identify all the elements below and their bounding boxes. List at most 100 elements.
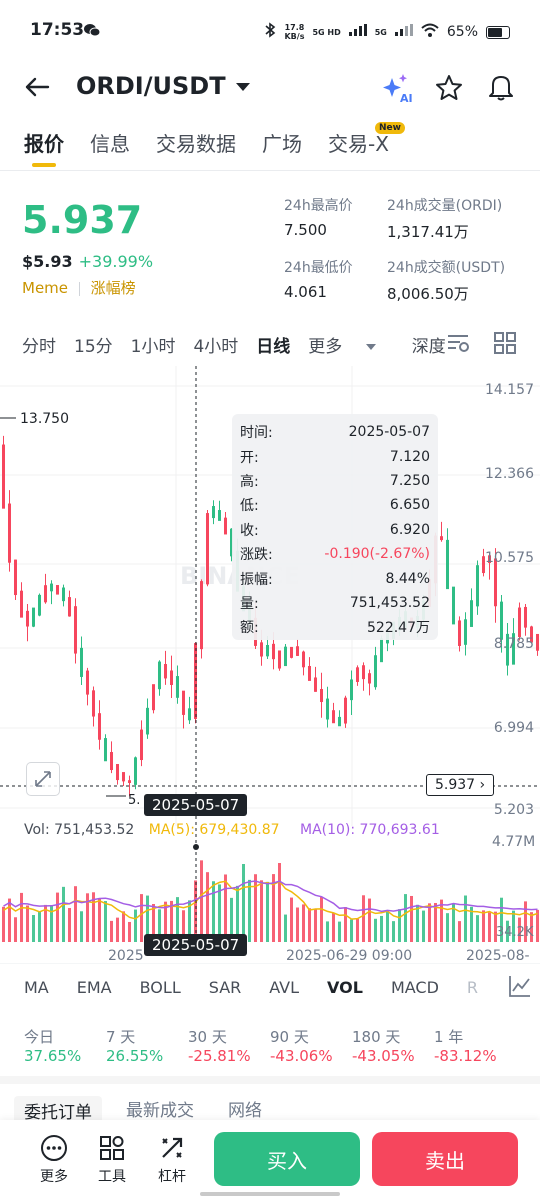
tooltip-amplitude: 振幅: 8.44% (240, 570, 430, 588)
y-tick-label: 12.366 (485, 466, 534, 482)
performance-row: 今日 37.65% 7 天 26.55% 30 天 -25.81% 90 天 -43.0… (24, 1026, 516, 1065)
volume-bar (350, 919, 353, 942)
battery-icon (486, 25, 510, 39)
interval-1h[interactable]: 1小时 (130, 337, 176, 357)
volume-bar (164, 901, 167, 942)
volume-bar (380, 915, 383, 942)
indicator-macd[interactable]: MACD (390, 978, 439, 997)
interval-4h[interactable]: 4小时 (193, 337, 239, 357)
grid-layout-icon[interactable] (494, 332, 516, 358)
interval-1d[interactable]: 日线 (256, 337, 291, 357)
current-price-tag[interactable]: 5.937 › (426, 774, 495, 796)
tag-meme[interactable]: Meme (22, 279, 69, 297)
tag-row: Meme 涨幅榜 (22, 277, 136, 298)
tab-info[interactable]: 信息 (90, 132, 130, 156)
x-label-1: 2025 (108, 948, 144, 964)
candle-body (200, 581, 203, 650)
indicator-chart-icon[interactable] (504, 974, 532, 1002)
interval-selector: 分时 15分 1小时 4小时 日线 更多 深度 (22, 332, 464, 357)
tab-quote[interactable]: 报价 (24, 128, 64, 167)
tools-button[interactable]: 工具 (92, 1134, 132, 1186)
candle-body (512, 633, 515, 665)
tab-trade-x[interactable]: 交易-X New (328, 122, 405, 157)
candle-body (116, 764, 119, 781)
indicator-rsi[interactable]: R (466, 978, 479, 997)
candle-body (344, 697, 347, 724)
leverage-button[interactable]: 杠杆 (152, 1134, 192, 1186)
tab-square[interactable]: 广场 (262, 132, 302, 156)
volume-bar (374, 918, 377, 942)
buy-button[interactable]: 买入 (214, 1132, 360, 1186)
volume-bar (326, 921, 329, 942)
tools-icon (100, 1136, 124, 1160)
ai-label: AI (400, 92, 413, 104)
indicator-boll[interactable]: BOLL (139, 978, 181, 997)
indicator-ema[interactable]: EMA (76, 978, 112, 997)
volume-bar (458, 921, 461, 942)
interval-more[interactable]: 更多 (308, 332, 393, 357)
volume-bar (104, 901, 107, 942)
volume-bar (464, 895, 467, 942)
volume-bar (68, 908, 71, 942)
perf-90d: 90 天 -43.06% (270, 1028, 333, 1065)
star-icon[interactable] (435, 74, 463, 106)
signal-2: 5G (374, 27, 387, 37)
bell-icon[interactable] (487, 72, 515, 106)
indicator-ma[interactable]: MA (24, 978, 49, 997)
back-arrow-icon[interactable] (24, 74, 50, 104)
candle-body (44, 585, 47, 603)
volume-bar (74, 886, 77, 942)
new-badge: New (374, 122, 405, 134)
tab-network[interactable]: 网络 (228, 1101, 262, 1121)
volume-bar (392, 921, 395, 942)
volume-bar (32, 915, 35, 942)
crosshair-dot (193, 844, 199, 850)
volume-bar (362, 895, 365, 942)
more-button[interactable]: 更多 (34, 1134, 74, 1186)
sell-button[interactable]: 卖出 (372, 1132, 518, 1186)
volume-bar (116, 917, 119, 942)
interval-time[interactable]: 分时 (22, 337, 56, 357)
volume-bar (440, 899, 443, 942)
candle-body (476, 565, 479, 607)
candle-body (488, 555, 491, 564)
candle-body (92, 690, 95, 717)
candle-body (458, 620, 461, 646)
interval-15m[interactable]: 15分 (74, 337, 113, 357)
candle-body (2, 444, 5, 509)
candle-body (500, 601, 503, 640)
tab-latest-trades[interactable]: 最新成交 (126, 1101, 194, 1121)
volume-bar (44, 904, 47, 942)
chart-settings-icon[interactable] (446, 332, 470, 358)
candle-body (362, 665, 365, 680)
expand-icon[interactable] (26, 762, 60, 796)
volume-bar (404, 894, 407, 942)
candle-body (266, 644, 269, 657)
pair-selector[interactable]: ORDI/USDT (76, 72, 250, 100)
volume-bar (266, 881, 269, 942)
tooltip-open: 开: 7.120 (240, 448, 430, 466)
candle-body (314, 677, 317, 692)
interval-depth[interactable]: 深度 (411, 337, 446, 357)
ai-sparkle-icon[interactable]: AI (380, 72, 414, 108)
candle-body (446, 539, 449, 590)
volume-bar (218, 884, 221, 942)
indicator-avl[interactable]: AVL (269, 978, 300, 997)
perf-30d: 30 天 -25.81% (188, 1028, 251, 1065)
candle-body (494, 558, 497, 607)
volume-bar (452, 903, 455, 942)
stat-volume: 24h成交量(ORDI) 1,317.41万 (387, 198, 503, 241)
indicator-sar[interactable]: SAR (208, 978, 242, 997)
tooltip-amount: 额: 522.47万 (240, 620, 430, 637)
tab-trade-data[interactable]: 交易数据 (156, 132, 236, 156)
volume-bar (332, 913, 335, 942)
candle-body (356, 667, 359, 682)
indicator-vol[interactable]: VOL (327, 978, 363, 997)
volume-bar (296, 907, 299, 942)
volume-bar (410, 895, 413, 942)
y-tick-label: 6.994 (494, 720, 534, 736)
tag-gainers[interactable]: 涨幅榜 (90, 279, 136, 297)
volume-bar (146, 895, 149, 942)
perf-1y: 1 年 -83.12% (434, 1028, 497, 1065)
candle-body (440, 536, 443, 541)
